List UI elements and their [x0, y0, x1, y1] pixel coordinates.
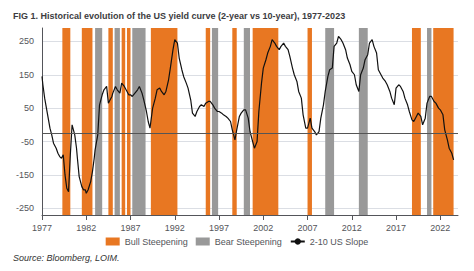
svg-text:150: 150	[19, 70, 34, 80]
svg-text:-50: -50	[21, 137, 34, 147]
svg-text:Bear Steepening: Bear Steepening	[215, 237, 282, 247]
svg-text:2007: 2007	[298, 223, 318, 233]
svg-text:-150: -150	[16, 170, 34, 180]
svg-text:50: 50	[24, 103, 34, 113]
svg-text:-250: -250	[16, 203, 34, 213]
svg-text:1992: 1992	[165, 223, 185, 233]
svg-text:250: 250	[19, 36, 34, 46]
svg-text:2017: 2017	[386, 223, 406, 233]
svg-text:FIG 1. Historical evolution of: FIG 1. Historical evolution of the US yi…	[13, 11, 345, 21]
svg-text:2002: 2002	[253, 223, 273, 233]
svg-text:2012: 2012	[342, 223, 362, 233]
svg-text:Bull Steepening: Bull Steepening	[125, 237, 188, 247]
svg-text:1982: 1982	[76, 223, 96, 233]
svg-text:2-10 US Slope: 2-10 US Slope	[310, 237, 369, 247]
svg-text:1997: 1997	[209, 223, 229, 233]
svg-text:1977: 1977	[32, 223, 52, 233]
svg-text:2022: 2022	[430, 223, 450, 233]
svg-text:1987: 1987	[120, 223, 140, 233]
svg-text:Source: Bloomberg, LOIM.: Source: Bloomberg, LOIM.	[13, 253, 120, 263]
